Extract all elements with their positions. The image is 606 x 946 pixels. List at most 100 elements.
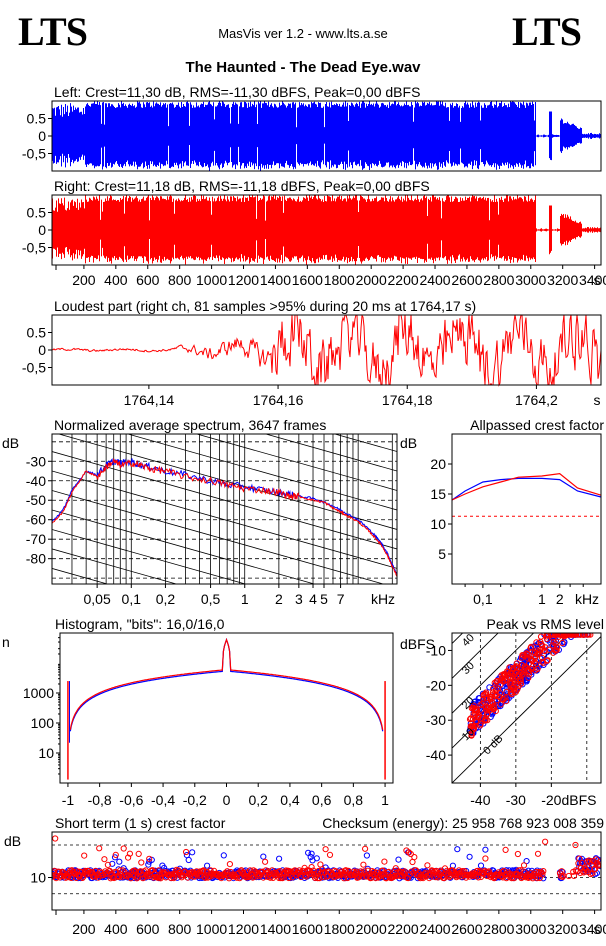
spectrum-frame (51, 433, 398, 585)
histogram-ytick-label: 100 (31, 715, 55, 731)
spectrum-ytick-label: -70 (26, 531, 46, 547)
wave-left-title: Left: Crest=11,30 dB, RMS=-11,30 dBFS, P… (54, 84, 420, 100)
peakrms-plot (452, 633, 601, 783)
histogram-title: Histogram, "bits": 16,0/16,0 (55, 616, 225, 632)
spectrum-xtick-label: 1 (241, 591, 249, 607)
histogram-xtick-label: -0,8 (88, 792, 112, 808)
histogram-ytick-label: 10 (38, 745, 54, 761)
loudest-signal (52, 314, 602, 387)
spectrum-title: Normalized average spectrum, 3647 frames (54, 417, 326, 433)
spectrum-xtick-label: 3 (295, 591, 303, 607)
spectrum-series-left (52, 458, 397, 575)
spectrum-xtick-label: 5 (320, 591, 328, 607)
peakrms-ytick-label: -20 (426, 677, 446, 693)
shortcrest-xtick-label: 800 (168, 921, 192, 937)
shortcrest-xtick-label: 2800 (483, 921, 514, 937)
spectrum-xtick-label: 7 (337, 591, 345, 607)
wave-right-xtick-label: 1400 (260, 272, 291, 288)
shortcrest-frame (51, 831, 602, 911)
spectrum-series-right (52, 458, 397, 577)
peakrms-title: Peak vs RMS level (487, 616, 604, 632)
allpass-ytick-label: 5 (438, 546, 446, 562)
wave-right-xtick-label: 2000 (356, 272, 387, 288)
wave-right-xtick-label: 2800 (483, 272, 514, 288)
spectrum-ytick-label: -30 (26, 453, 46, 469)
wave-right-xtick-label: 1200 (228, 272, 259, 288)
peakrms-xtick-label: -30 (506, 792, 526, 808)
shortcrest-xtick-label: 200 (72, 921, 96, 937)
histogram-ytick-label: 1000 (23, 685, 54, 701)
wave-left-ytick-label: -0,5 (22, 146, 46, 162)
wave-right-xtick-label: 400 (104, 272, 128, 288)
spectrum-ytick-label: -50 (26, 492, 46, 508)
allpass-xunit: kHz (575, 591, 599, 607)
shortcrest-xtick-label: 2200 (388, 921, 419, 937)
shortcrest-checksum: Checksum (energy): 25 958 768 923 008 35… (322, 815, 604, 831)
peakrms-ytick-label: -40 (426, 747, 446, 763)
spectrum-yunit: dB (2, 435, 19, 451)
histogram-series-right (69, 637, 384, 730)
shortcrest-xtick-label: 3200 (547, 921, 578, 937)
spectrum-xtick-label: 4 (309, 591, 317, 607)
allpass-xtick-label: 2 (556, 591, 564, 607)
histogram-xtick-label: -0,4 (151, 792, 175, 808)
shortcrest-xtick-label: 2000 (356, 921, 387, 937)
spectrum-xtick-label: 0,05 (84, 591, 111, 607)
allpass-series-right (451, 472, 602, 501)
shortcrest-xtick-label: 400 (104, 921, 128, 937)
loudest-xtick-label: 1764,14 (124, 392, 175, 408)
allpass-ytick-label: 20 (430, 456, 446, 472)
wave-left-ytick-label: 0.5 (27, 111, 47, 127)
spectrum-ytick-label: -60 (26, 512, 46, 528)
loudest-xtick-label: 1764,2 (515, 392, 558, 408)
wave-right-xtick-label: 3000 (515, 272, 546, 288)
wave-right-xtick-label: 200 (72, 272, 96, 288)
lts-logo-left: LTS (18, 9, 88, 54)
allpass-ytick-label: 15 (430, 486, 446, 502)
spectrum-ytick-label: -40 (26, 473, 46, 489)
allpass-xtick-label: 1 (538, 591, 546, 607)
wave-right-ytick-label: -0,5 (22, 240, 46, 256)
allpass-title: Allpassed crest factor (470, 417, 604, 433)
wave-right-ytick-label: 0.5 (27, 205, 47, 221)
loudest-title: Loudest part (right ch, 81 samples >95% … (54, 298, 476, 314)
shortcrest-title: Short term (1 s) crest factor (55, 815, 226, 831)
shortcrest-outlier (572, 841, 579, 849)
spectrum-xtick-label: 2 (275, 591, 283, 607)
shortcrest-xunit: s (594, 921, 601, 937)
histogram-xtick-label: 0 (223, 792, 231, 808)
loudest-ytick-label: 0 (38, 342, 46, 358)
wave-right-xtick-label: 800 (168, 272, 192, 288)
shortcrest-xtick-label: 1600 (292, 921, 323, 937)
loudest-xtick-label: 1764,16 (253, 392, 304, 408)
wave-left-ytick-label: 0 (38, 128, 46, 144)
shortcrest-xtick-label: 3000 (515, 921, 546, 937)
loudest-xunit: s (594, 392, 601, 408)
peakrms-diagonal-label: 30 (460, 660, 477, 677)
histogram-xtick-label: 0,2 (248, 792, 268, 808)
wave-right-title: Right: Crest=11,18 dB, RMS=-11,18 dBFS, … (54, 178, 430, 194)
allpass-yunit: dB (400, 435, 417, 451)
shortcrest-points (52, 835, 601, 882)
wave-right-ytick-label: 0 (38, 222, 46, 238)
peakrms-yunit: dBFS (400, 636, 435, 652)
allpass-series-left (451, 477, 602, 501)
allpass-frame (451, 433, 602, 585)
app-title: MasVis ver 1.2 - www.lts.a.se (218, 26, 388, 41)
spectrum-xtick-label: 0,2 (156, 591, 176, 607)
shortcrest-ytick-label: 10 (30, 870, 46, 886)
peakrms-frame (451, 632, 602, 784)
shortcrest-xtick-label: 1000 (196, 921, 227, 937)
peakrms-ytick-label: -30 (426, 712, 446, 728)
peakrms-xtick-label: -40 (470, 792, 490, 808)
shortcrest-yunit: dB (4, 833, 21, 849)
shortcrest-xtick-label: 1200 (228, 921, 259, 937)
wave-right-xtick-label: 3400 (579, 272, 606, 288)
shortcrest-xtick-label: 1800 (324, 921, 355, 937)
histogram-xtick-label: 0,8 (344, 792, 364, 808)
histogram-series-left (69, 637, 384, 732)
wave-right-xtick-label: 3200 (547, 272, 578, 288)
wave-right-xtick-label: 1000 (196, 272, 227, 288)
peakrms-xtick-label: -20 (541, 792, 561, 808)
